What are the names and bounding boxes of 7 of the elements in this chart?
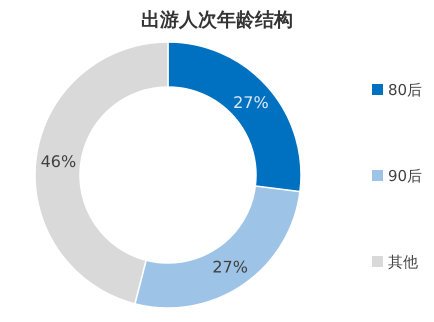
legend-label: 80后 — [388, 81, 422, 99]
chart-title: 出游人次年龄结构 — [141, 9, 293, 31]
data-label: 27% — [233, 92, 269, 112]
data-label: 27% — [212, 257, 248, 276]
data-label: 46% — [40, 152, 76, 172]
legend-label: 其他 — [388, 253, 418, 271]
legend-label: 90后 — [388, 167, 422, 185]
